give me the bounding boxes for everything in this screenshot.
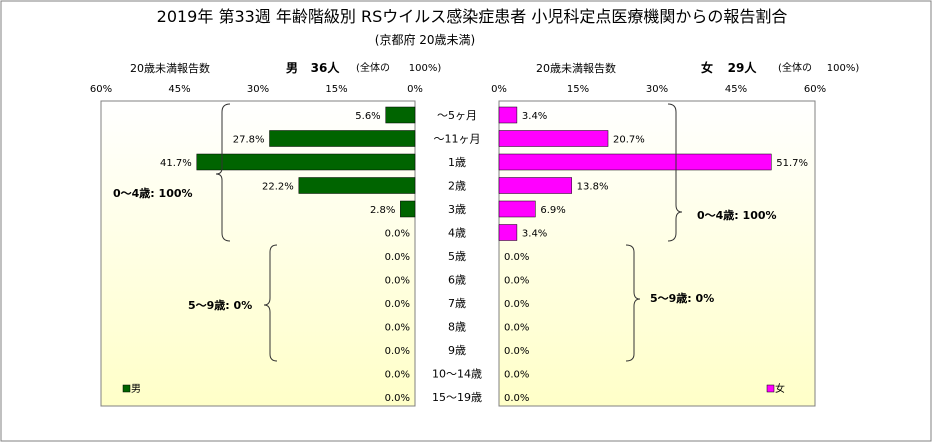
category-label: 7歳 [448,297,466,310]
annotation-female-5-9: 5〜9歳: 0% [650,291,714,305]
legend-male-label: 男 [131,383,141,395]
right-header-sex: 女 [701,60,713,75]
right-header-label: 20歳未満報告数 [536,62,616,75]
male-bar [269,130,416,147]
male-data-label: 0.0% [385,229,410,240]
brace-female-0-4 [667,103,683,242]
chart-title: 2019年 第33週 年齢階級別 RSウイルス感染症患者 小児科定点医療機関から… [157,7,788,26]
female-bar [498,106,518,124]
category-label: 2歳 [448,180,466,193]
right-header-total-pct: 100%) [827,63,860,74]
left-tick-label: 15% [325,84,347,95]
legend-female-swatch [766,384,775,393]
legend-male-swatch [122,384,131,393]
legend-female-label: 女 [775,382,785,395]
female-data-label: 6.9% [540,205,565,216]
left-header-sex: 男 [286,61,298,75]
left-header-total-note: (全体の [356,61,390,74]
category-label: 9歳 [448,344,466,357]
female-data-label: 0.0% [504,299,529,310]
female-data-label: 0.0% [504,393,529,404]
female-data-label: 0.0% [504,346,529,357]
category-label: 4歳 [448,227,466,240]
female-bar [498,224,518,241]
right-tick-label: 0% [491,84,507,95]
right-tick-label: 30% [646,84,668,95]
female-bar [498,130,609,147]
female-data-label: 20.7% [613,135,645,146]
male-bar [298,177,416,194]
left-tick-label: 60% [90,84,112,95]
female-data-label: 0.0% [504,323,529,334]
female-data-label: 0.0% [504,252,529,263]
right-header-count: 29人 [728,60,758,75]
female-bar [498,200,536,218]
right-tick-label: 15% [567,84,589,95]
male-data-label: 27.8% [233,135,265,146]
female-data-label: 51.7% [776,158,808,169]
brace-male-0-4 [215,103,231,242]
male-bar [196,153,416,171]
brace-male-5-9 [263,244,278,362]
male-data-label: 0.0% [385,276,410,287]
annotation-female-0-4: 0〜4歳: 100% [697,208,777,222]
female-data-label: 13.8% [577,182,609,193]
category-label: 〜11ヶ月 [434,133,481,146]
male-bar [400,200,416,218]
left-header-count: 36人 [311,60,341,75]
male-data-label: 2.8% [370,205,395,216]
category-label: 1歳 [448,156,466,169]
male-data-label: 41.7% [160,158,192,169]
female-data-label: 0.0% [504,370,529,381]
category-label: 6歳 [448,274,466,287]
category-label: 5歳 [448,250,466,263]
male-data-label: 0.0% [385,323,410,334]
left-tick-label: 0% [407,84,423,95]
male-data-label: 5.6% [355,111,380,122]
category-label: 〜5ヶ月 [437,109,477,122]
female-bar [498,153,772,171]
right-plot-area [498,100,816,407]
female-bar [498,177,572,194]
chart-subtitle: (京都府 20歳未満) [375,32,475,47]
category-label: 3歳 [448,203,466,216]
female-data-label: 3.4% [522,229,547,240]
male-data-label: 0.0% [385,370,410,381]
category-label: 10〜14歳 [432,368,482,381]
male-data-label: 0.0% [385,299,410,310]
category-label: 8歳 [448,321,466,334]
left-header-label: 20歳未満報告数 [130,62,210,75]
annotation-male-0-4: 0〜4歳: 100% [113,186,193,200]
brace-female-5-9 [625,244,641,362]
right-tick-label: 45% [725,84,747,95]
female-data-label: 0.0% [504,276,529,287]
left-tick-label: 45% [168,84,190,95]
female-data-label: 3.4% [522,111,547,122]
male-data-label: 0.0% [385,346,410,357]
right-header-total-note: (全体の [778,61,812,74]
male-data-label: 22.2% [262,182,294,193]
male-data-label: 0.0% [385,393,410,404]
male-data-label: 0.0% [385,252,410,263]
left-header-total-pct: 100%) [409,63,442,74]
male-bar [385,106,416,124]
annotation-male-5-9: 5〜9歳: 0% [188,298,252,312]
category-label: 15〜19歳 [432,391,482,404]
left-plot-area [100,100,416,407]
right-tick-label: 60% [804,84,826,95]
left-tick-label: 30% [247,84,269,95]
